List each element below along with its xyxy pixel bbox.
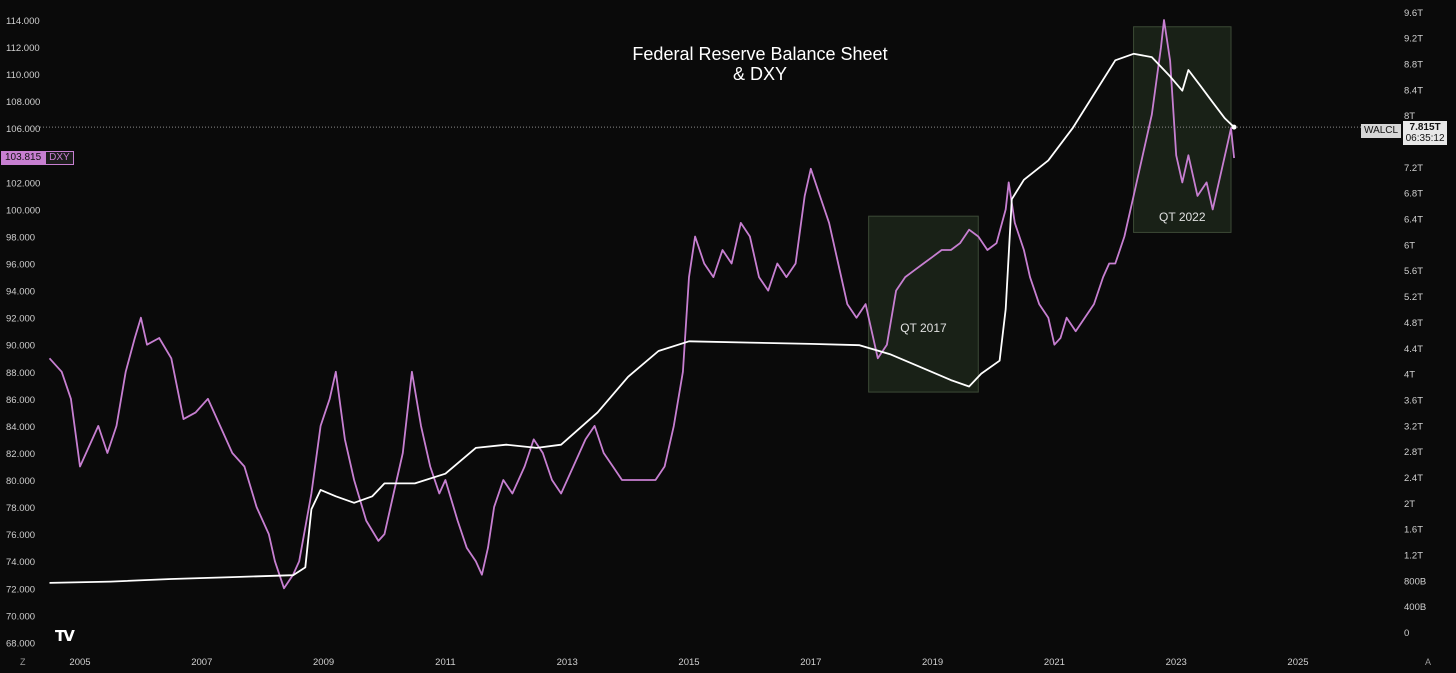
right-axis-tick: 8.8T bbox=[1404, 60, 1423, 71]
right-axis-tick: 2T bbox=[1404, 499, 1415, 510]
chart-title-line-1: Federal Reserve Balance Sheet bbox=[632, 44, 888, 64]
left-axis-tick: 88.000 bbox=[6, 368, 35, 379]
right-axis-tick: 400B bbox=[1404, 602, 1426, 613]
qt-label-1: QT 2022 bbox=[1159, 210, 1206, 224]
dxy-price-value: 103.815 bbox=[1, 151, 46, 165]
left-axis-tick: 68.000 bbox=[6, 638, 35, 649]
left-axis-tick: 76.000 bbox=[6, 530, 35, 541]
right-axis-tick: 6.8T bbox=[1404, 189, 1423, 200]
left-axis-tick: 72.000 bbox=[6, 584, 35, 595]
walcl-price-value: 7.815T bbox=[1409, 122, 1441, 133]
qt-box-0 bbox=[868, 215, 979, 393]
x-axis-tick: 2023 bbox=[1166, 657, 1187, 668]
left-axis-tick: 84.000 bbox=[6, 422, 35, 433]
walcl-price-badge: WALCL 7.815T 06:35:12 bbox=[1361, 121, 1448, 145]
right-axis-tick: 9.6T bbox=[1404, 8, 1423, 19]
x-axis-tick: 2009 bbox=[313, 657, 334, 668]
right-axis-tick: 1.2T bbox=[1404, 550, 1423, 561]
left-axis-tick: 70.000 bbox=[6, 611, 35, 622]
right-axis-tick: 5.2T bbox=[1404, 292, 1423, 303]
right-axis-tick: 8.4T bbox=[1404, 85, 1423, 96]
right-axis-tick: 9.2T bbox=[1404, 34, 1423, 45]
x-axis-tick: 2017 bbox=[800, 657, 821, 668]
right-axis-tick: 2.8T bbox=[1404, 447, 1423, 458]
left-axis-tick: 102.000 bbox=[6, 178, 40, 189]
dxy-symbol-label: DXY bbox=[45, 151, 74, 165]
scale-corner-left[interactable]: Z bbox=[20, 657, 26, 667]
left-axis-tick: 78.000 bbox=[6, 503, 35, 514]
left-axis-tick: 96.000 bbox=[6, 260, 35, 271]
scale-corner-right[interactable]: A bbox=[1425, 657, 1432, 667]
qt-label-0: QT 2017 bbox=[900, 321, 947, 335]
x-axis-tick: 2025 bbox=[1287, 657, 1308, 668]
right-axis-tick: 6.4T bbox=[1404, 215, 1423, 226]
left-axis-tick: 112.000 bbox=[6, 43, 40, 54]
right-axis-tick: 3.6T bbox=[1404, 395, 1423, 406]
series-line-walcl bbox=[49, 52, 1235, 584]
right-axis-tick: 0 bbox=[1404, 628, 1409, 639]
series-line-dxy bbox=[48, 19, 1235, 590]
left-axis-tick: 108.000 bbox=[6, 97, 40, 108]
tradingview-logo-icon[interactable]: TV bbox=[55, 627, 75, 645]
left-axis-tick: 110.000 bbox=[6, 70, 40, 81]
right-axis-tick: 4.4T bbox=[1404, 344, 1423, 355]
left-axis-tick: 92.000 bbox=[6, 314, 35, 325]
right-axis-tick: 6T bbox=[1404, 240, 1415, 251]
left-axis-tick: 82.000 bbox=[6, 449, 35, 460]
x-axis-tick: 2011 bbox=[435, 657, 455, 668]
left-axis-tick: 74.000 bbox=[6, 557, 35, 568]
x-axis-tick: 2007 bbox=[191, 657, 212, 668]
left-axis-tick: 100.000 bbox=[6, 205, 40, 216]
right-axis-tick: 7.2T bbox=[1404, 163, 1423, 174]
chart-title: Federal Reserve Balance Sheet & DXY bbox=[600, 44, 920, 84]
right-axis-tick: 800B bbox=[1404, 576, 1426, 587]
right-axis-tick: 3.2T bbox=[1404, 421, 1423, 432]
left-axis-tick: 106.000 bbox=[6, 124, 40, 135]
walcl-symbol-label: WALCL bbox=[1361, 124, 1402, 138]
left-axis-tick: 90.000 bbox=[6, 341, 35, 352]
walcl-last-point bbox=[1231, 124, 1237, 130]
x-axis-tick: 2015 bbox=[678, 657, 699, 668]
right-axis-tick: 1.6T bbox=[1404, 525, 1423, 536]
left-axis-tick: 80.000 bbox=[6, 476, 35, 487]
left-axis-tick: 94.000 bbox=[6, 287, 35, 298]
walcl-value-box: 7.815T 06:35:12 bbox=[1403, 121, 1448, 145]
left-axis-tick: 86.000 bbox=[6, 395, 35, 406]
x-axis-tick: 2019 bbox=[922, 657, 943, 668]
x-axis-tick: 2013 bbox=[557, 657, 578, 668]
right-axis-tick: 4T bbox=[1404, 370, 1415, 381]
right-axis-tick: 2.4T bbox=[1404, 473, 1423, 484]
right-axis-tick: 5.6T bbox=[1404, 266, 1423, 277]
right-axis-tick: 4.8T bbox=[1404, 318, 1423, 329]
x-axis-tick: 2005 bbox=[69, 657, 90, 668]
walcl-countdown: 06:35:12 bbox=[1405, 133, 1445, 144]
right-axis-tick: 8T bbox=[1404, 111, 1415, 122]
chart-title-line-2: & DXY bbox=[732, 64, 788, 84]
x-axis-tick: 2021 bbox=[1044, 657, 1065, 668]
left-axis-tick: 98.000 bbox=[6, 232, 35, 243]
dxy-price-badge: 103.815 DXY bbox=[1, 151, 74, 165]
left-axis-tick: 114.000 bbox=[6, 16, 40, 27]
